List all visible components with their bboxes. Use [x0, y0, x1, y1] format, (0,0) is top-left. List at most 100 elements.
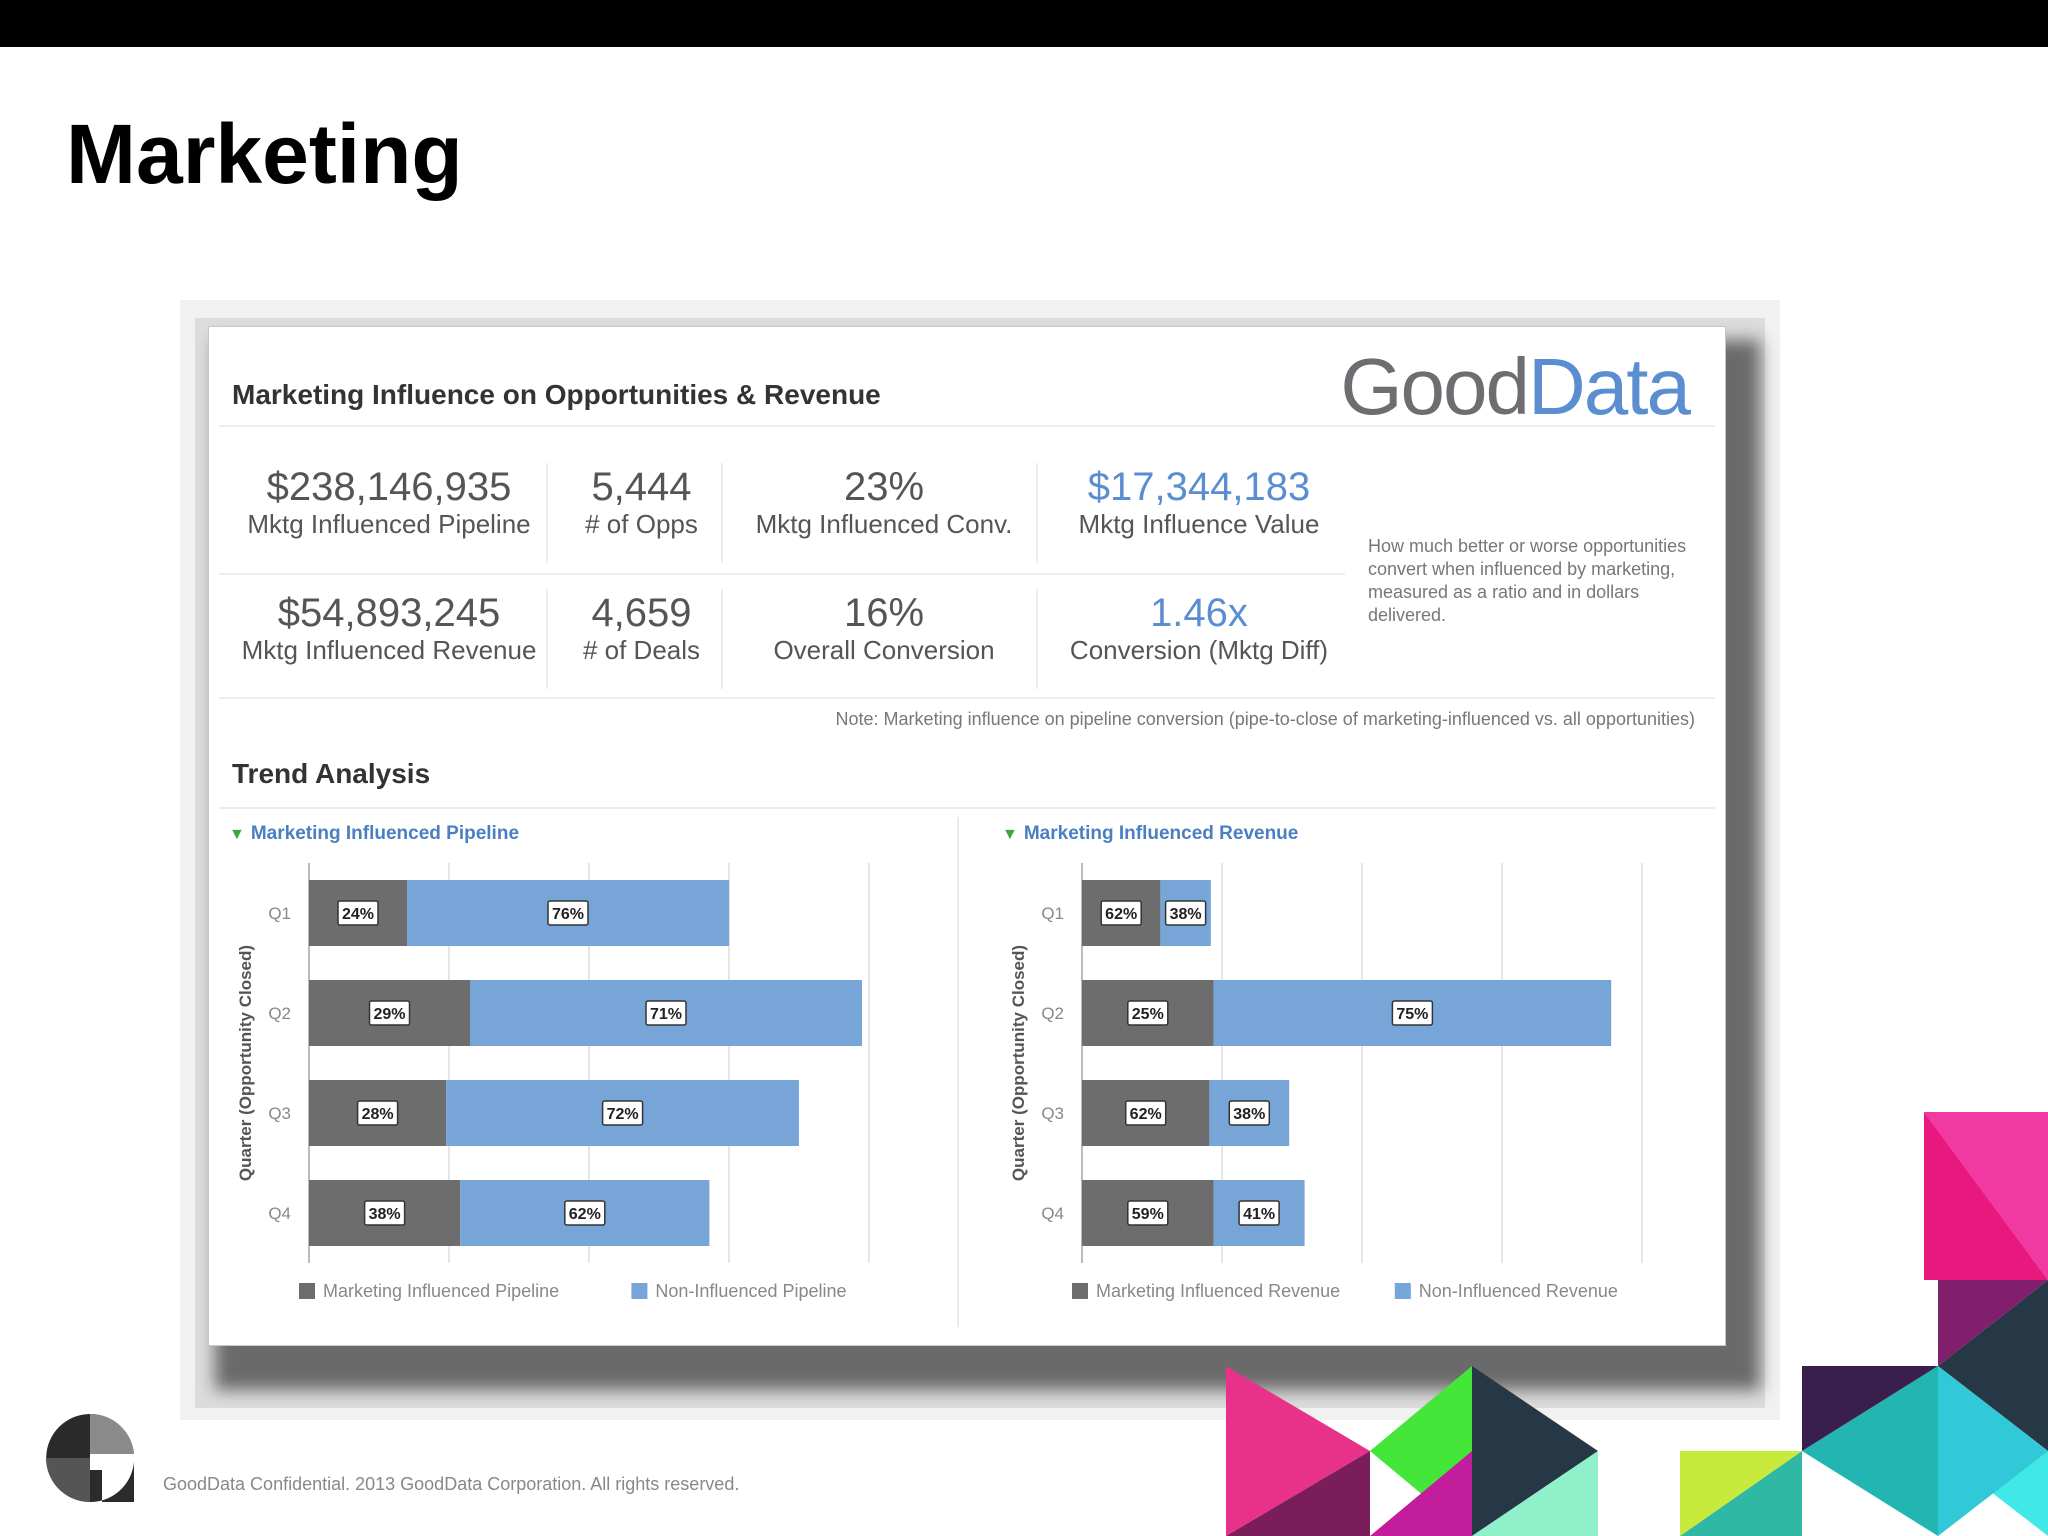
- pipeline-chart: ▼ Marketing Influenced Pipeline Quarter (…: [229, 823, 929, 1323]
- data-label: 25%: [1132, 1006, 1164, 1023]
- metric-label: # of Deals: [582, 635, 701, 665]
- gooddata-g-logo: [46, 1413, 134, 1502]
- legend-swatch: [631, 1283, 648, 1299]
- data-label: 41%: [1243, 1206, 1275, 1223]
- footer-copyright: GoodData Confidential. 2013 GoodData Cor…: [163, 1474, 740, 1494]
- data-label: 59%: [1132, 1206, 1164, 1223]
- data-label: 72%: [607, 1106, 639, 1123]
- legend-label: Non-Influenced Pipeline: [655, 1281, 846, 1301]
- category-tick-label: Q3: [1041, 1104, 1064, 1123]
- category-tick-label: Q2: [268, 1004, 291, 1023]
- metric-diff: 1.46x Conversion (Mktg Diff): [1039, 591, 1359, 665]
- data-label: 62%: [1130, 1106, 1162, 1123]
- filter-icon[interactable]: ▼: [1002, 826, 1018, 843]
- pipeline-chart-title[interactable]: ▼ Marketing Influenced Pipeline: [229, 823, 519, 845]
- logo-data: Data: [1528, 342, 1691, 431]
- legend-label: Marketing Influenced Pipeline: [323, 1281, 559, 1301]
- data-label-box: [1391, 1000, 1434, 1026]
- divider: [1036, 589, 1038, 689]
- legend-swatch: [1072, 1283, 1088, 1299]
- legend-label: Non-Influenced Revenue: [1419, 1281, 1618, 1301]
- legend-label: Marketing Influenced Revenue: [1096, 1281, 1340, 1301]
- revenue-chart: ▼ Marketing Influenced Revenue Quarter (O…: [1002, 823, 1702, 1323]
- data-label-box: [363, 1200, 406, 1226]
- metric-value: 4,659: [591, 591, 692, 635]
- data-label: 38%: [369, 1206, 401, 1223]
- metric-label: Mktg Influenced Conv.: [755, 509, 1013, 539]
- divider: [219, 697, 1715, 699]
- gooddata-logo: GoodData: [1340, 341, 1691, 433]
- category-tick-label: Q3: [268, 1104, 291, 1123]
- metric-conv: 23% Mktg Influenced Conv.: [724, 465, 1044, 539]
- data-label-box: [547, 900, 589, 926]
- metric-label: Mktg Influence Value: [1078, 509, 1320, 539]
- metric-value: 5,444: [591, 465, 692, 509]
- metric-revenue: $54,893,245 Mktg Influenced Revenue: [219, 591, 559, 665]
- chart-title-text: Marketing Influenced Revenue: [1023, 823, 1299, 844]
- data-label: 29%: [373, 1006, 405, 1023]
- divider: [546, 589, 548, 689]
- metric-value: 23%: [843, 465, 925, 509]
- data-label: 38%: [1170, 906, 1202, 923]
- metric-note: How much better or worse opportunities c…: [1368, 536, 1687, 625]
- category-tick-label: Q1: [1041, 904, 1064, 923]
- divider: [957, 817, 959, 1327]
- metric-deals: 4,659 # of Deals: [549, 591, 734, 665]
- revenue-chart-plot: Quarter (Opportunity Closed) Q1 62% 38% Q2 25…: [1009, 863, 1643, 1301]
- data-label-box: [1100, 900, 1142, 926]
- pipeline-chart-plot: Quarter (Opportunity Closed) Q1 24% 76% Q2 29…: [236, 863, 870, 1301]
- metric-label: # of Opps: [585, 509, 698, 539]
- data-label: 62%: [569, 1206, 601, 1223]
- decorative-triangles: [1226, 1112, 2048, 1536]
- data-label-box: [1228, 1100, 1271, 1126]
- data-label-box: [1164, 900, 1207, 926]
- divider: [219, 425, 1715, 427]
- dashboard-title: Marketing Influence on Opportunities & R…: [232, 379, 881, 410]
- slide-title: Marketing: [66, 107, 463, 201]
- data-label-box: [601, 1100, 644, 1126]
- trend-analysis-title: Trend Analysis: [232, 758, 431, 789]
- data-label: 38%: [1233, 1106, 1265, 1123]
- top-bar: [0, 0, 2048, 47]
- category-tick-label: Q4: [268, 1204, 291, 1223]
- data-label: 71%: [650, 1006, 682, 1023]
- divider: [219, 807, 1715, 809]
- logo-good: Good: [1340, 342, 1530, 431]
- chart-title-text: Marketing Influenced Pipeline: [250, 823, 520, 844]
- data-label-box: [1127, 1000, 1169, 1026]
- data-label-box: [337, 900, 379, 926]
- category-tick-label: Q4: [1041, 1204, 1064, 1223]
- divider: [546, 463, 548, 563]
- metric-label: Mktg Influenced Pipeline: [247, 509, 531, 539]
- data-label: 75%: [1396, 1006, 1428, 1023]
- data-label: 76%: [552, 906, 584, 923]
- divider: [721, 463, 723, 563]
- legend-swatch: [299, 1283, 315, 1299]
- data-label-box: [356, 1100, 399, 1126]
- metric-value: 16%: [843, 591, 925, 635]
- metric-pipeline: $238,146,935 Mktg Influenced Pipeline: [219, 465, 559, 539]
- metric-value: $54,893,245: [277, 591, 501, 635]
- y-axis-label: Quarter (Opportunity Closed): [1009, 945, 1028, 1181]
- data-label: 24%: [342, 906, 374, 923]
- data-label: 62%: [1105, 906, 1137, 923]
- data-label-box: [368, 1000, 411, 1026]
- revenue-chart-title[interactable]: ▼ Marketing Influenced Revenue: [1002, 823, 1298, 845]
- data-label-box: [1238, 1200, 1280, 1226]
- data-label: 28%: [362, 1106, 394, 1123]
- y-axis-label: Quarter (Opportunity Closed): [236, 945, 255, 1181]
- legend-swatch: [1394, 1283, 1411, 1299]
- metric-label: Mktg Influenced Revenue: [241, 635, 537, 665]
- metric-opps: 5,444 # of Opps: [549, 465, 734, 539]
- metric-label: Overall Conversion: [773, 635, 995, 665]
- data-label-box: [564, 1200, 606, 1226]
- metric-overall-conv: 16% Overall Conversion: [724, 591, 1044, 665]
- data-label-box: [645, 1000, 687, 1026]
- filter-icon[interactable]: ▼: [229, 826, 245, 843]
- divider: [219, 573, 1345, 575]
- metric-value: $17,344,183: [1087, 465, 1311, 509]
- category-tick-label: Q1: [268, 904, 291, 923]
- category-tick-label: Q2: [1041, 1004, 1064, 1023]
- metric-value: $238,146,935: [266, 465, 512, 509]
- conversion-note: Note: Marketing influence on pipeline co…: [835, 709, 1695, 729]
